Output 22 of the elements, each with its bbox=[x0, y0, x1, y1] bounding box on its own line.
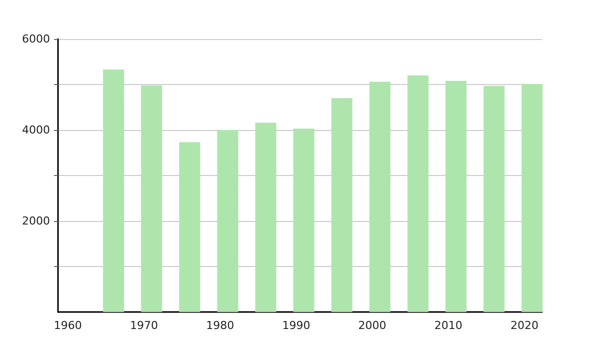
x-tick-label: 2020 bbox=[510, 319, 538, 332]
bar bbox=[293, 128, 314, 312]
y-tick-label: 6000 bbox=[22, 32, 50, 46]
y-tick-label: 2000 bbox=[22, 214, 50, 228]
bar bbox=[484, 86, 505, 312]
x-tick-label: 1960 bbox=[54, 319, 82, 332]
bar bbox=[446, 80, 467, 312]
x-tick-label: 1980 bbox=[206, 319, 234, 332]
bar bbox=[103, 69, 124, 312]
bar bbox=[255, 122, 276, 312]
x-tick-label: 2010 bbox=[434, 319, 462, 332]
bar bbox=[522, 84, 543, 312]
x-tick-label: 2000 bbox=[358, 319, 386, 332]
bar bbox=[407, 75, 428, 312]
bar bbox=[369, 82, 390, 312]
y-tick-label: 4000 bbox=[22, 124, 50, 136]
bar bbox=[141, 85, 162, 312]
x-tick-label: 1970 bbox=[130, 319, 158, 332]
bar bbox=[331, 98, 352, 312]
x-tick-label: 1990 bbox=[282, 319, 310, 332]
bar bbox=[179, 142, 200, 312]
bar bbox=[217, 130, 238, 312]
